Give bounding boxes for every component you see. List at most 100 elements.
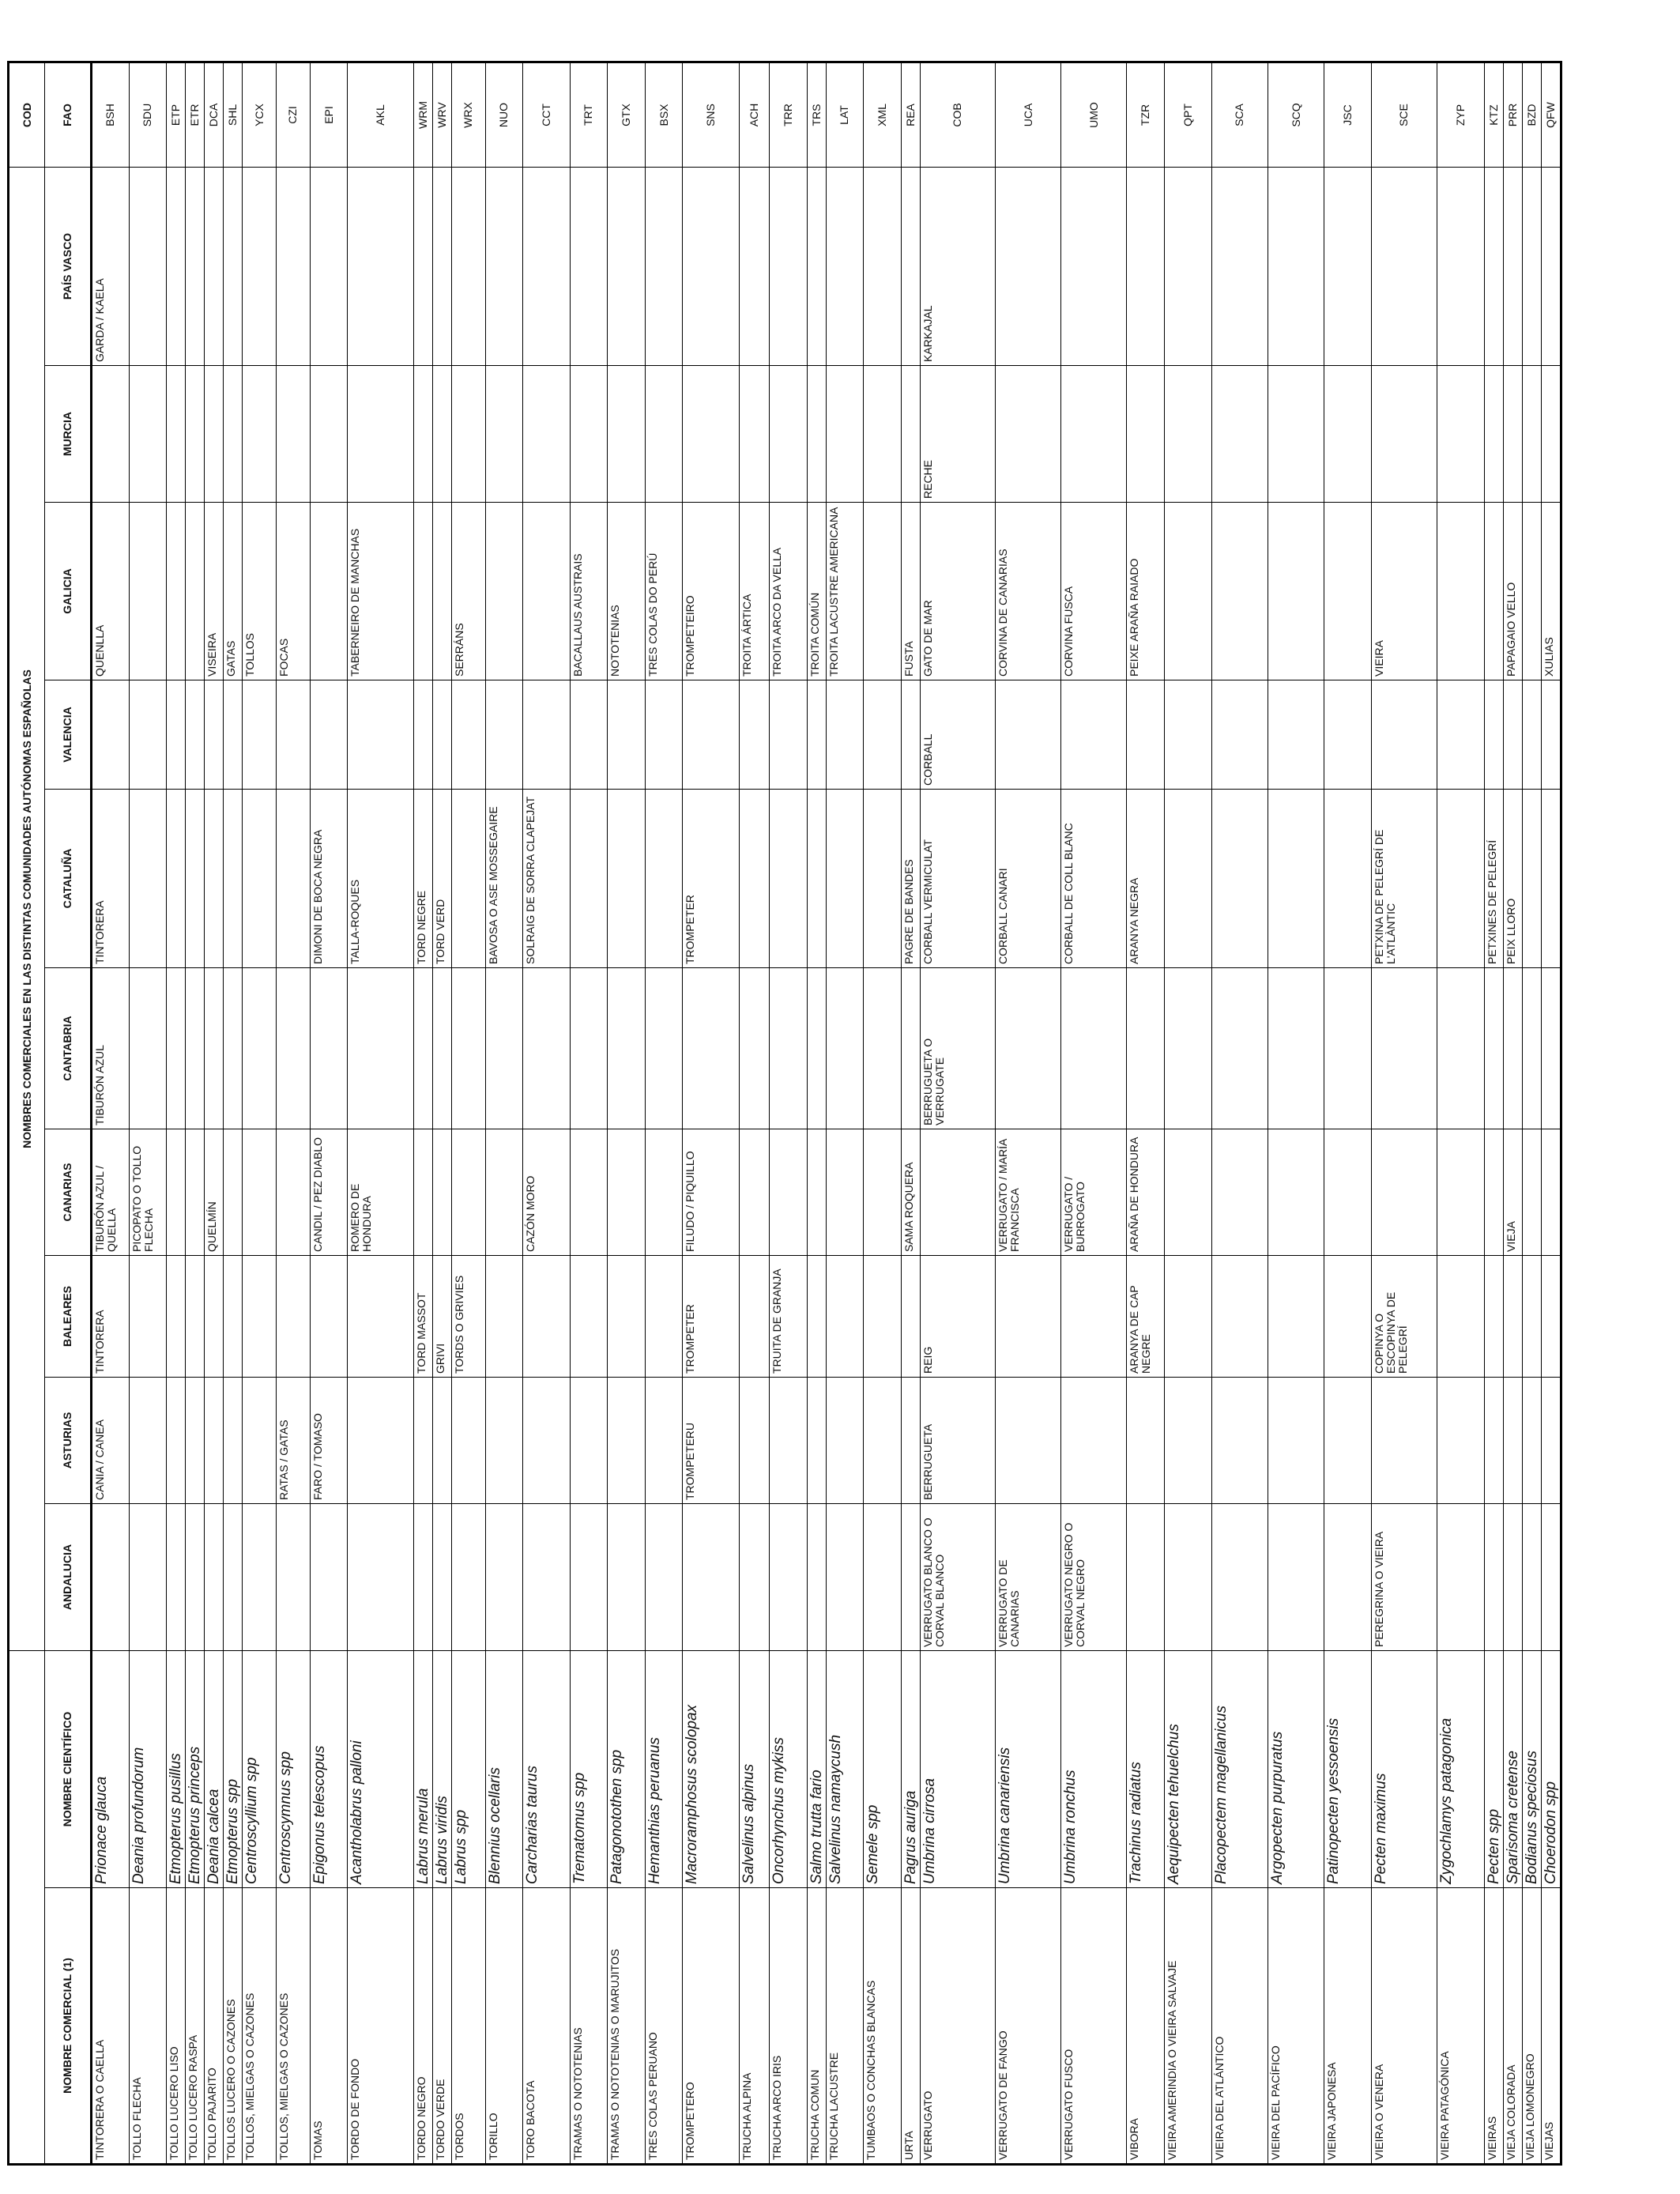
regional-name: QUELMÍN xyxy=(204,1129,224,1256)
regional-name xyxy=(1503,1377,1523,1504)
regional-name xyxy=(242,365,277,503)
regional-name xyxy=(570,1255,608,1378)
regional-name: VIEJA xyxy=(1503,1129,1523,1256)
regional-name xyxy=(1437,502,1485,680)
regional-name xyxy=(607,1503,646,1651)
table-row: TORILLO Blennius ocellaris BAVOSA O ASE MO… xyxy=(485,62,523,2165)
regional-name xyxy=(1522,1377,1542,1504)
regional-name xyxy=(1324,1255,1372,1378)
regional-name xyxy=(1268,680,1324,790)
regional-name xyxy=(1268,1377,1324,1504)
regional-name xyxy=(570,1129,608,1256)
commercial-name: TOLLO LUCERO RASPA xyxy=(185,1887,205,2165)
regional-name xyxy=(1484,1377,1504,1504)
scientific-name: Pagrus auriga xyxy=(901,1650,921,1888)
column-header: BALEARES xyxy=(44,1255,92,1378)
regional-name xyxy=(1324,680,1372,790)
table-row: TORDO VERDE Labrus viridis GRIVI TORD VERD W… xyxy=(432,62,452,2165)
regional-name: TORD MASSOT xyxy=(413,1255,433,1378)
regional-name xyxy=(432,1129,452,1256)
regional-name xyxy=(1484,365,1504,503)
regional-name xyxy=(826,1503,864,1651)
regional-name xyxy=(310,502,348,680)
scientific-name: Salvelinus alpinus xyxy=(739,1650,770,1888)
regional-name xyxy=(223,1503,243,1651)
regional-name xyxy=(1164,789,1212,968)
fao-code: WRV xyxy=(432,62,452,168)
column-header: VALENCIA xyxy=(44,680,92,790)
regional-name xyxy=(522,1503,571,1651)
regional-name xyxy=(1484,967,1504,1129)
regional-name xyxy=(522,680,571,790)
regional-name xyxy=(204,1503,224,1651)
scientific-name: Carcharias taurus xyxy=(522,1650,571,1888)
table-row: VIEJA LOMONEGRO Bodianus speciosus BZD xyxy=(1522,62,1542,2165)
species-table: NOMBRES COMERCIALES EN LAS DISTINTAS COM… xyxy=(7,61,1562,2166)
commercial-name: TORILLO xyxy=(485,1887,523,2165)
scientific-name: Prionace glauca xyxy=(91,1650,130,1888)
regional-name xyxy=(347,967,414,1129)
regional-name xyxy=(347,1503,414,1651)
regional-name xyxy=(451,365,486,503)
regional-name xyxy=(1522,1129,1542,1256)
table-row: URTA Pagrus auriga SAMA ROQUERA PAGRE DE BA… xyxy=(901,62,921,2165)
regional-name xyxy=(1324,502,1372,680)
regional-name: TROMPETER xyxy=(682,789,740,968)
regional-name xyxy=(995,365,1061,503)
regional-name xyxy=(223,967,243,1129)
regional-name: VERRUGATO DE CANARIAS xyxy=(995,1503,1061,1651)
regional-name xyxy=(522,365,571,503)
regional-name xyxy=(1484,1129,1504,1256)
scientific-name: Trachinus radiatus xyxy=(1126,1650,1165,1888)
regional-name xyxy=(1522,365,1542,503)
regional-name: CORBALL DE COLL BLANC xyxy=(1060,789,1127,968)
scientific-name: Oncorhynchus mykiss xyxy=(769,1650,807,1888)
code-header: COD xyxy=(8,62,45,168)
regional-name xyxy=(570,1503,608,1651)
table-row: VERRUGATO DE FANGO Umbrina canariensis VER… xyxy=(995,62,1061,2165)
regional-name: PAPAGAIO VELLO xyxy=(1503,502,1523,680)
regional-name xyxy=(1324,967,1372,1129)
regional-name xyxy=(1126,365,1165,503)
scientific-name: Placopectem magellanicus xyxy=(1211,1650,1268,1888)
regional-name xyxy=(807,1503,826,1651)
regional-name xyxy=(807,1255,826,1378)
regional-name xyxy=(432,502,452,680)
regional-name xyxy=(432,365,452,503)
fao-code: JSC xyxy=(1324,62,1372,168)
regional-name xyxy=(485,680,523,790)
table-row: TOLLO PAJARITO Deania calcea QUELMÍN VISEIR… xyxy=(204,62,224,2165)
regional-name: TALLA-ROQUES xyxy=(347,789,414,968)
regional-name xyxy=(1126,1503,1165,1651)
regional-name xyxy=(413,1377,433,1504)
fao-code: BSX xyxy=(645,62,683,168)
commercial-name: VIEIRA PATAGÓNICA xyxy=(1437,1887,1485,2165)
regional-name xyxy=(451,1129,486,1256)
regional-name: PEIX LLORO xyxy=(1503,789,1523,968)
regional-name: CORBALL VERMICULAT xyxy=(920,789,996,968)
regional-name xyxy=(645,789,683,968)
regional-name xyxy=(129,1255,167,1378)
regional-name xyxy=(1541,680,1561,790)
regional-name xyxy=(863,1503,902,1651)
regional-name xyxy=(129,789,167,968)
fao-code: DCA xyxy=(204,62,224,168)
regional-name xyxy=(769,1129,807,1256)
regional-name xyxy=(1541,1377,1561,1504)
commercial-name: TOLLOS LUCERO O CAZONES xyxy=(223,1887,243,2165)
regional-name xyxy=(645,1503,683,1651)
regional-name xyxy=(863,167,902,366)
regional-name: CORVINA FUSCA xyxy=(1060,502,1127,680)
regional-name xyxy=(1541,967,1561,1129)
regional-name xyxy=(1541,1503,1561,1651)
regional-name: TRES COLAS DO PERÚ xyxy=(645,502,683,680)
regional-name xyxy=(129,502,167,680)
regional-name xyxy=(863,789,902,968)
regional-name xyxy=(1484,1255,1504,1378)
regional-name: TROITA ARCO DA VELLA xyxy=(769,502,807,680)
regional-name xyxy=(522,1255,571,1378)
regional-name xyxy=(310,967,348,1129)
regional-name xyxy=(807,1377,826,1504)
regional-name xyxy=(682,167,740,366)
commercial-name: TORO BACOTA xyxy=(522,1887,571,2165)
